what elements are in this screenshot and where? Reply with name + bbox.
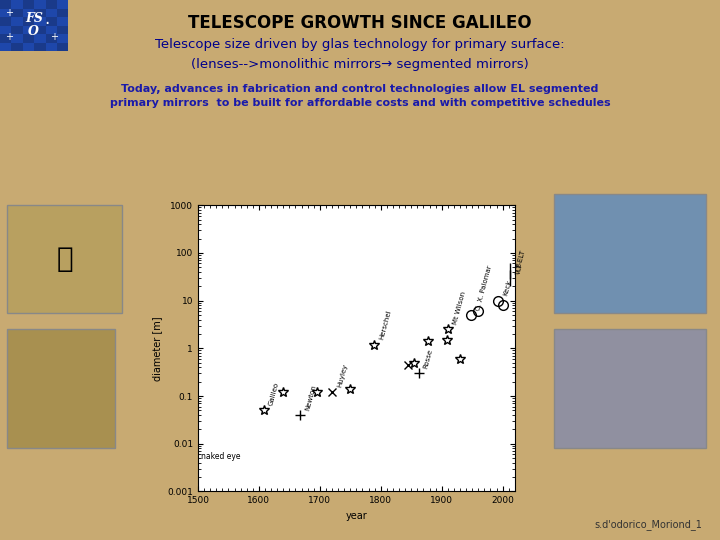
Text: Mt Wilson: Mt Wilson <box>452 291 467 325</box>
Bar <box>57 34 68 43</box>
Text: FS: FS <box>25 12 42 25</box>
Text: ·: · <box>44 15 50 33</box>
Y-axis label: diameter [m]: diameter [m] <box>152 316 162 381</box>
Text: Galileo: Galileo <box>268 381 280 406</box>
Bar <box>0 0 68 51</box>
Bar <box>12 0 23 9</box>
Text: (lenses-->monolithic mirrors→ segmented mirrors): (lenses-->monolithic mirrors→ segmented … <box>191 58 529 71</box>
FancyBboxPatch shape <box>554 194 706 313</box>
Bar <box>0 25 12 34</box>
Text: Herschel: Herschel <box>378 309 392 340</box>
Bar <box>35 0 45 9</box>
Text: C. X. Palomar: C. X. Palomar <box>475 264 493 311</box>
Bar <box>45 43 57 51</box>
Text: E-ELT: E-ELT <box>516 249 526 268</box>
X-axis label: year: year <box>346 511 367 521</box>
Bar <box>57 0 68 9</box>
Text: VLT: VLT <box>516 262 524 275</box>
Text: naked eye: naked eye <box>201 451 240 461</box>
Bar <box>12 34 23 43</box>
Text: TELESCOPE GROWTH SINCE GALILEO: TELESCOPE GROWTH SINCE GALILEO <box>188 14 532 31</box>
Bar <box>45 25 57 34</box>
Text: Newton: Newton <box>305 383 318 411</box>
Text: s.d'odorico_Moriond_1: s.d'odorico_Moriond_1 <box>594 519 702 530</box>
Bar <box>0 9 12 17</box>
Bar <box>12 17 23 25</box>
Text: Telescope size driven by glas technology for primary surface:: Telescope size driven by glas technology… <box>156 38 564 51</box>
Bar <box>0 43 12 51</box>
FancyBboxPatch shape <box>7 205 122 313</box>
Bar <box>35 34 45 43</box>
Text: +: + <box>5 32 14 42</box>
Bar <box>35 17 45 25</box>
Bar <box>23 25 35 34</box>
Text: Today, advances in fabrication and control technologies allow EL segmented
prima: Today, advances in fabrication and contr… <box>109 84 611 107</box>
Text: Rosse: Rosse <box>423 348 433 369</box>
Text: Keck: Keck <box>503 279 513 296</box>
Text: +: + <box>5 9 14 18</box>
Bar <box>23 9 35 17</box>
Text: 🔭: 🔭 <box>56 245 73 273</box>
Text: +: + <box>50 32 58 42</box>
Bar <box>23 43 35 51</box>
Bar <box>57 17 68 25</box>
FancyBboxPatch shape <box>7 329 115 448</box>
Text: Huyley: Huyley <box>336 363 348 388</box>
FancyBboxPatch shape <box>554 329 706 448</box>
Text: O: O <box>28 25 40 38</box>
Bar <box>45 9 57 17</box>
